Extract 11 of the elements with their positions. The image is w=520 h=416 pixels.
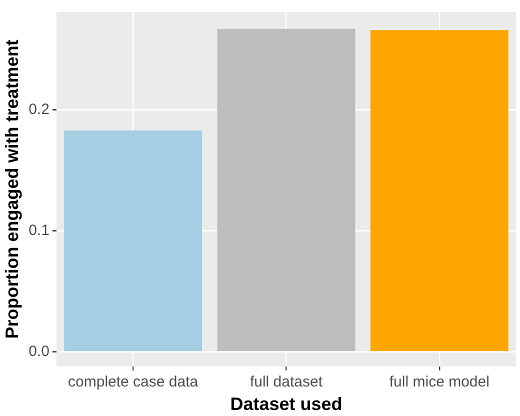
y-tick-label: 0.0 [28,343,50,360]
x-axis-title: Dataset used [230,394,342,414]
x-tick-label: full dataset [250,374,324,391]
y-axis-title: Proportion engaged with treatment [2,40,22,339]
bar [64,130,202,352]
y-tick-label: 0.2 [28,101,50,118]
x-tick-label: full mice model [389,374,490,391]
x-tick-label: complete case data [68,374,199,391]
bar [370,30,508,352]
y-tick-label: 0.1 [28,222,50,240]
bar [217,28,356,352]
